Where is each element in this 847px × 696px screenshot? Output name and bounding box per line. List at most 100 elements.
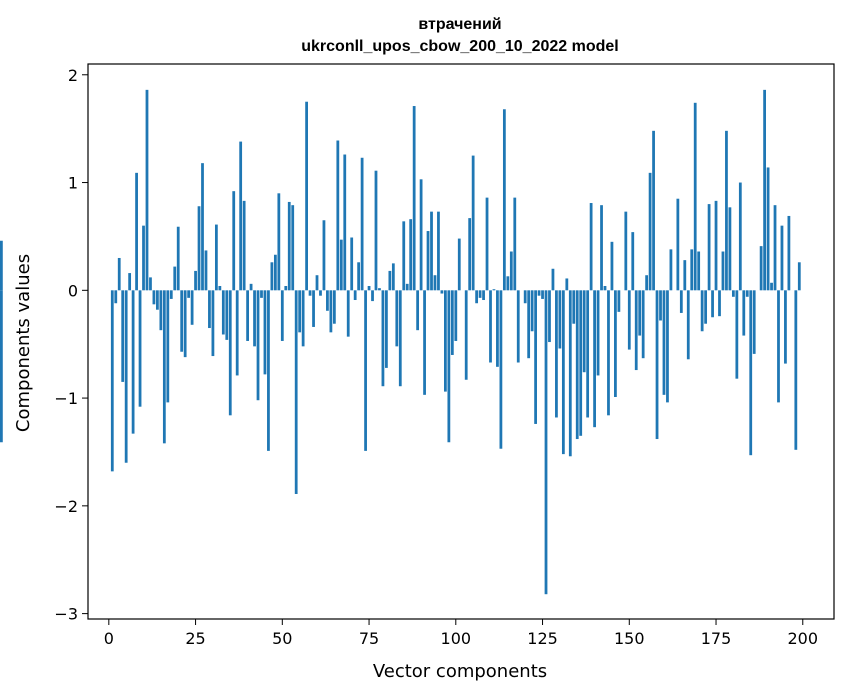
bar-198 xyxy=(794,290,798,450)
bar-80 xyxy=(385,290,388,368)
bar-27 xyxy=(201,163,204,291)
bar-97 xyxy=(444,290,447,392)
bar-45 xyxy=(263,290,267,375)
bar-78 xyxy=(378,288,381,291)
bar-100 xyxy=(454,290,458,341)
bar-145 xyxy=(610,241,614,291)
bar-25 xyxy=(194,270,197,291)
bar-133 xyxy=(568,290,572,457)
bar-188 xyxy=(759,246,763,291)
bar-58 xyxy=(308,290,312,296)
bar-98 xyxy=(447,290,451,443)
bar-68 xyxy=(343,154,347,291)
bar-24 xyxy=(190,290,194,325)
bar-112 xyxy=(496,290,499,367)
bar-37 xyxy=(235,290,239,376)
y-tick-label: −3 xyxy=(54,605,78,624)
bar-160 xyxy=(662,290,666,395)
bar-75 xyxy=(367,286,371,291)
bar-184 xyxy=(745,290,749,297)
y-tick-label: 0 xyxy=(68,281,78,300)
bar-139 xyxy=(589,203,593,291)
bar-175 xyxy=(714,200,718,291)
bar-137 xyxy=(582,290,586,373)
bar-21 xyxy=(180,290,184,352)
bar-134 xyxy=(572,290,576,324)
bar-142 xyxy=(600,205,603,291)
bar-1 xyxy=(110,290,114,472)
bar-93 xyxy=(430,211,433,291)
bar-44 xyxy=(260,290,263,298)
bar-60 xyxy=(315,275,319,291)
bar-192 xyxy=(773,205,777,291)
bar-89 xyxy=(416,290,420,331)
bar-165 xyxy=(679,290,683,313)
bar-70 xyxy=(350,237,354,291)
bar-64 xyxy=(329,290,333,333)
bar-2 xyxy=(114,290,118,304)
bar-123 xyxy=(534,290,537,424)
bar-143 xyxy=(603,286,607,291)
bar-55 xyxy=(298,290,302,333)
x-tick-label: 0 xyxy=(104,629,114,648)
bar-62 xyxy=(322,220,326,291)
bar-11 xyxy=(145,89,149,291)
bar-83 xyxy=(395,290,399,347)
bar-147 xyxy=(617,290,621,312)
bar-171 xyxy=(700,290,704,332)
bar-199 xyxy=(797,262,801,291)
bar-177 xyxy=(721,251,725,291)
bar-180 xyxy=(731,290,735,297)
bar-170 xyxy=(697,251,701,291)
bar-53 xyxy=(291,205,295,291)
bar-132 xyxy=(565,278,569,291)
bar-88 xyxy=(412,106,416,291)
bar-105 xyxy=(471,155,475,291)
bar-52 xyxy=(287,201,291,291)
bar-99 xyxy=(450,290,454,355)
bar-67 xyxy=(339,239,343,291)
chart-title-line1: втрачений xyxy=(418,16,501,33)
bar-50 xyxy=(280,290,284,341)
bar-59 xyxy=(312,290,315,327)
bar-179 xyxy=(728,207,732,291)
bar-125 xyxy=(541,290,544,299)
bar-128 xyxy=(551,268,555,291)
bar-26 xyxy=(197,206,201,291)
bar-152 xyxy=(634,290,638,371)
bar-109 xyxy=(485,197,489,291)
bar-74 xyxy=(364,290,367,451)
bar-12 xyxy=(149,277,152,291)
bar-22 xyxy=(183,290,187,358)
bar-172 xyxy=(704,290,708,324)
bar-110 xyxy=(489,290,492,363)
bar-183 xyxy=(742,290,746,336)
bar-168 xyxy=(690,249,694,291)
bar-124 xyxy=(537,290,541,296)
bar-38 xyxy=(239,141,243,291)
bar-107 xyxy=(478,290,482,298)
bar-116 xyxy=(509,251,513,291)
bar-95 xyxy=(437,211,440,291)
bar-111 xyxy=(492,289,496,291)
y-tick-label: −2 xyxy=(54,497,78,516)
bar-undefined xyxy=(0,240,3,291)
bar-8 xyxy=(135,172,138,291)
bar-84 xyxy=(398,290,402,387)
bar-41 xyxy=(249,283,253,291)
bar-14 xyxy=(156,290,159,310)
bar-91 xyxy=(423,290,426,395)
bar-174 xyxy=(711,290,714,318)
x-tick-label: 50 xyxy=(272,629,292,648)
plot-frame xyxy=(87,63,835,620)
bar-81 xyxy=(388,270,392,291)
bar-157 xyxy=(652,130,655,291)
bar-176 xyxy=(718,290,721,317)
bar-182 xyxy=(738,182,742,291)
bar-56 xyxy=(301,290,305,347)
bar-108 xyxy=(482,290,485,301)
bar-51 xyxy=(284,286,288,291)
bar-121 xyxy=(527,290,531,359)
bar-140 xyxy=(593,290,596,428)
